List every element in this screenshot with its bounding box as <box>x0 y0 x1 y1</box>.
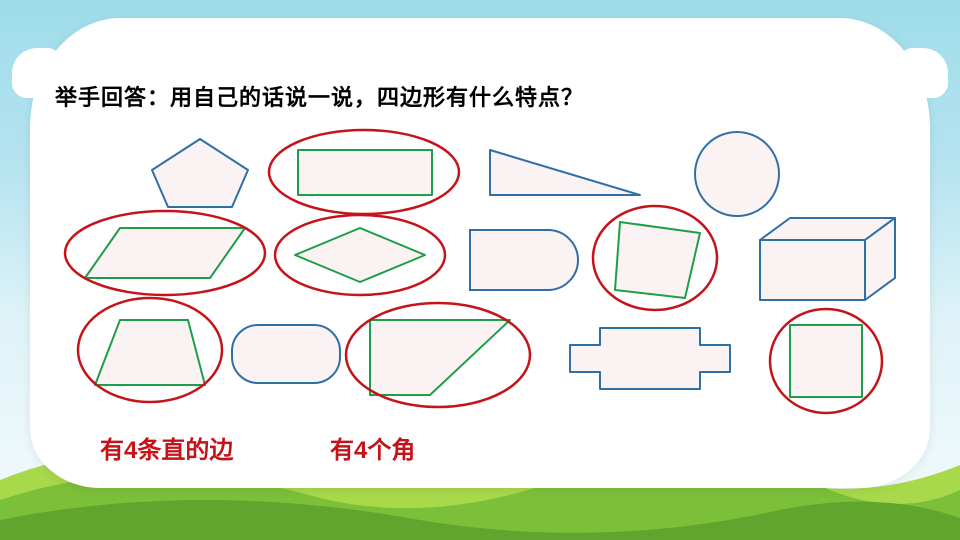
shape-square <box>790 325 862 397</box>
shape-cuboid <box>760 218 895 300</box>
shape-pentagon <box>152 139 248 207</box>
shape-rectangle <box>298 150 432 195</box>
shape-rhombus <box>295 228 425 282</box>
shape-cross <box>570 328 730 389</box>
shape-circle <box>695 132 779 216</box>
answer-1: 有4条直的边 <box>100 430 233 465</box>
shape-quad-irreg <box>615 222 700 298</box>
answer-2: 有4个角 <box>330 430 415 465</box>
shape-triangle <box>490 150 640 195</box>
shape-parallelogram <box>85 228 245 278</box>
shape-right-trap <box>370 320 510 395</box>
shape-trapezoid <box>95 320 205 385</box>
shape-halfstadium <box>470 230 578 290</box>
shape-roundrect <box>232 325 340 383</box>
